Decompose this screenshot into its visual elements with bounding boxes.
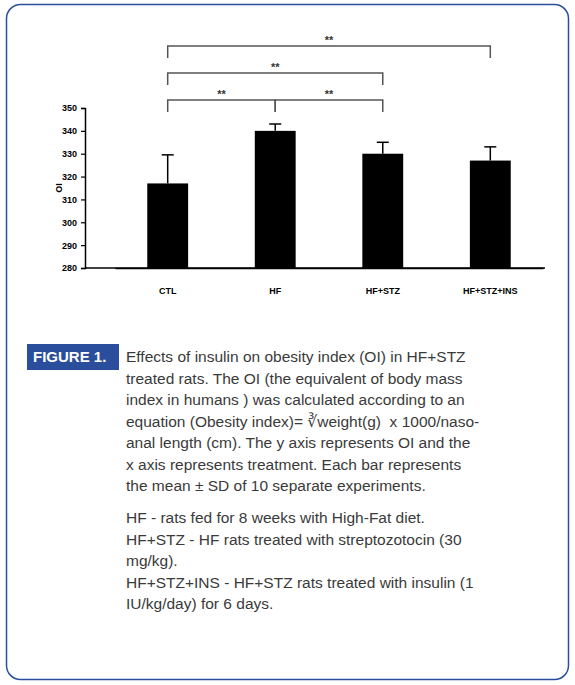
caption-line: the mean ± SD of 10 separate experiments… bbox=[126, 477, 426, 494]
y-tick-label: 310 bbox=[62, 195, 77, 205]
y-tick-mark bbox=[81, 222, 85, 223]
bracket-label: ** bbox=[271, 61, 280, 73]
bracket: ** bbox=[275, 88, 383, 112]
y-tick-mark bbox=[81, 154, 85, 155]
caption-note: IU/kg/day) for 6 days. bbox=[126, 595, 273, 612]
y-tick-mark bbox=[81, 176, 85, 177]
y-tick-mark bbox=[81, 131, 85, 132]
caption-line: index in humans ) was calculated accordi… bbox=[126, 391, 465, 408]
significance: ** ** ** ** bbox=[168, 34, 491, 112]
figure-label: FIGURE 1. bbox=[33, 348, 106, 365]
bar bbox=[147, 183, 188, 268]
x-tick-label: HF+STZ+INS bbox=[463, 286, 518, 296]
caption-note: HF - rats fed for 8 weeks with High-Fat … bbox=[126, 509, 425, 526]
caption-line: Effects of insulin on obesity index (OI)… bbox=[126, 348, 466, 365]
bracket: ** bbox=[168, 34, 491, 58]
x-tick-label: CTL bbox=[159, 286, 177, 296]
error-stem bbox=[490, 147, 492, 161]
y-tick-label: 290 bbox=[62, 241, 77, 251]
bracket-line bbox=[168, 100, 276, 112]
y-tick: 280 bbox=[62, 263, 85, 273]
y-axis-title: OI bbox=[54, 183, 64, 193]
error-cap bbox=[269, 123, 281, 125]
y-tick-label: 320 bbox=[62, 172, 77, 182]
y-tick-mark bbox=[81, 245, 85, 246]
bracket-label: ** bbox=[325, 88, 334, 100]
bar bbox=[470, 161, 511, 268]
x-tick-label: HF+STZ bbox=[366, 286, 401, 296]
plot-area bbox=[147, 124, 510, 268]
bracket: ** bbox=[168, 61, 383, 85]
x-tick: HF bbox=[269, 268, 281, 296]
x-tick-label: HF bbox=[269, 286, 281, 296]
error-cap bbox=[377, 142, 389, 144]
caption-line: equation (Obesity index)= ∛weight(g) x 1… bbox=[126, 412, 479, 430]
error-stem bbox=[167, 155, 169, 184]
y-tick: 340 bbox=[62, 126, 85, 136]
y-axis-line bbox=[81, 109, 86, 269]
caption-line: treated rats. The OI (the equivalent of … bbox=[126, 370, 463, 387]
bracket: ** bbox=[168, 88, 276, 112]
y-tick: 300 bbox=[62, 218, 85, 228]
caption-line: x axis represents treatment. Each bar re… bbox=[126, 456, 461, 473]
error-bar bbox=[269, 124, 281, 131]
y-tick: 330 bbox=[62, 149, 85, 159]
y-tick-mark bbox=[81, 108, 85, 109]
bracket-line bbox=[168, 46, 491, 58]
caption-note: HF+STZ - HF rats treated with streptozot… bbox=[126, 531, 462, 548]
y-tick: 310 bbox=[62, 195, 85, 205]
caption-note: mg/kg). bbox=[126, 552, 178, 569]
bracket-label: ** bbox=[217, 88, 226, 100]
bracket-line bbox=[275, 100, 383, 112]
y-tick-label: 350 bbox=[62, 103, 77, 113]
y-tick-label: 340 bbox=[62, 126, 77, 136]
y-tick-mark bbox=[81, 268, 85, 269]
figure-label-box bbox=[27, 344, 119, 370]
error-bar bbox=[162, 155, 174, 184]
error-cap bbox=[162, 154, 174, 156]
y-tick-label: 330 bbox=[62, 149, 77, 159]
x-tick: HF+STZ bbox=[366, 268, 401, 296]
error-cap bbox=[484, 146, 496, 148]
error-stem bbox=[382, 142, 384, 153]
error-bar bbox=[377, 142, 389, 153]
y-tick: 350 bbox=[62, 103, 85, 113]
bracket-line bbox=[168, 73, 383, 85]
error-bar bbox=[484, 147, 496, 161]
bar bbox=[255, 131, 296, 268]
error-stem bbox=[274, 124, 276, 131]
y-tick: 320 bbox=[62, 172, 85, 182]
y-axis: 280 290 300 310 320 330 340 350 bbox=[62, 103, 86, 273]
y-tick-label: 280 bbox=[62, 263, 77, 273]
card bbox=[7, 5, 569, 680]
x-tick: CTL bbox=[159, 268, 177, 296]
bracket-label: ** bbox=[325, 34, 334, 46]
y-tick-mark bbox=[81, 199, 85, 200]
caption-line: anal length (cm). The y axis represents … bbox=[126, 434, 470, 451]
x-axis: CTL HF HF+STZ HF+STZ+INS bbox=[116, 268, 544, 296]
caption-note: HF+STZ+INS - HF+STZ rats treated with in… bbox=[126, 574, 474, 591]
x-tick: HF+STZ+INS bbox=[463, 268, 518, 296]
y-tick: 290 bbox=[62, 241, 85, 251]
bar bbox=[362, 154, 403, 268]
figure: 280 290 300 310 320 330 340 350 OI CTL HF HF+STZ HF+… bbox=[0, 0, 575, 685]
y-tick-label: 300 bbox=[62, 218, 77, 228]
